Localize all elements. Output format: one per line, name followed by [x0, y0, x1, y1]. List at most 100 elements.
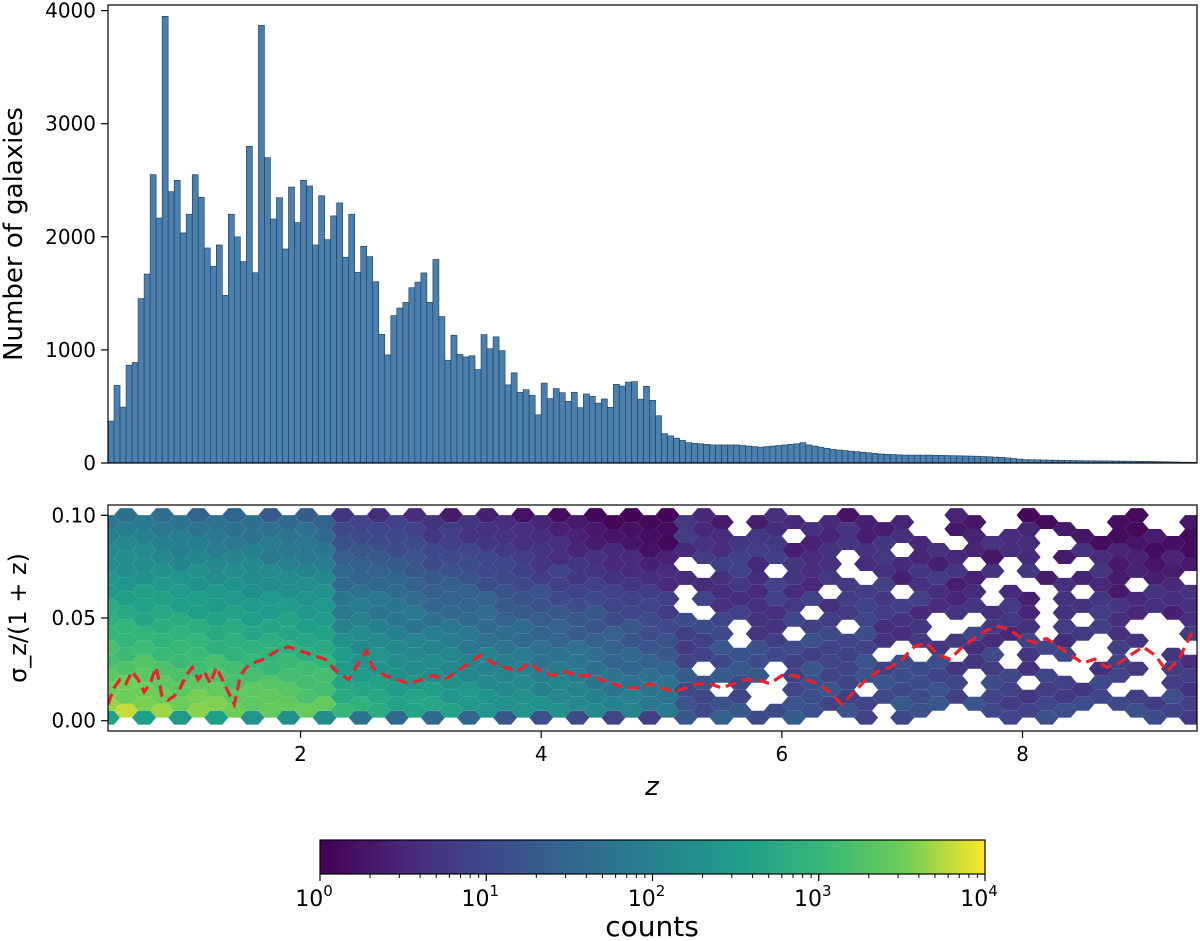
hexbin-cell [836, 605, 861, 620]
histogram-bar [865, 452, 873, 463]
hexbin-cell [926, 571, 951, 585]
hexbin-cell [799, 633, 824, 648]
hexbin-cell [1070, 682, 1095, 697]
colorbar-tick-label: 101 [461, 882, 499, 912]
hexbin-cell [1124, 591, 1149, 606]
hexbin-cell [457, 682, 481, 697]
hexbin-cell [763, 577, 788, 592]
hexbin-cell [366, 522, 391, 536]
hexbin-cell [475, 647, 500, 662]
hexbin-cell [890, 612, 915, 627]
hexbin-cell [511, 508, 536, 523]
hexbin-cell [529, 598, 554, 613]
hexbin-cell [854, 640, 879, 655]
histogram-bar [360, 245, 368, 463]
hexbin-cell [565, 612, 590, 627]
hexbin-cell [132, 696, 157, 711]
hexbin-cell [168, 626, 193, 641]
hexbin-cell [493, 584, 518, 599]
hexbin-cell [818, 612, 842, 627]
hexbin-cell [222, 536, 247, 550]
histogram-bar [438, 316, 446, 463]
hexbin-cell [926, 640, 951, 655]
hexbin-cell [908, 591, 933, 606]
hexbin-cell [1106, 584, 1131, 599]
hexbin-cell [438, 661, 463, 676]
hexbin-cell [384, 584, 409, 599]
hexbin-cell [1160, 675, 1185, 690]
hexbin-cell [186, 633, 211, 648]
hexbin-cell [132, 598, 157, 613]
histogram-bar [155, 217, 163, 463]
hexbin-cell [150, 522, 175, 536]
hexbin-cell [1016, 536, 1041, 550]
hexbin-cell [619, 675, 644, 690]
hexbin-cell [1016, 508, 1041, 523]
hexbin-cell [348, 626, 373, 641]
hexbin-cell [114, 633, 139, 648]
hexbin-cell [980, 689, 1005, 704]
hexbin-cell [1160, 591, 1185, 606]
hexbin-cell [583, 508, 608, 523]
hexbin-cell [186, 675, 211, 690]
hexbin-cell [818, 640, 842, 655]
hexbin-cell [998, 543, 1023, 557]
hexbin-cell [1124, 689, 1149, 704]
hexbin-cell [908, 550, 933, 564]
histogram-bar [282, 248, 289, 463]
hexbin-cell [114, 703, 139, 718]
hexbin-cell [384, 640, 409, 655]
histogram-bar [396, 307, 404, 463]
hexbin-cell [619, 689, 644, 704]
hexbin-cell [799, 647, 824, 662]
hexbin-cell [655, 689, 680, 704]
hexbin-cell [944, 508, 969, 523]
hexbin-cell [420, 626, 445, 641]
hexbin-cell [998, 668, 1023, 683]
hexbin-cell [330, 619, 355, 634]
hexbin-cell [366, 508, 391, 523]
hexbin-cell [565, 696, 590, 711]
hexbin-cell [330, 647, 355, 662]
hexbin-cell [132, 584, 157, 599]
hexbin-cell [114, 508, 139, 523]
hexbin-cell [168, 515, 193, 529]
histogram-bar [474, 369, 482, 463]
histogram-bar [691, 442, 698, 463]
hexbin-cell [980, 605, 1005, 620]
hexbin-cell [222, 564, 247, 578]
hexbin-cell [402, 550, 427, 564]
hexbin-cell [150, 591, 175, 606]
histogram-bar [937, 455, 945, 463]
hexbin-cell [348, 612, 373, 627]
hexbin-cell [420, 529, 445, 543]
hexbin-cell [944, 591, 969, 606]
hexbin-cell [818, 626, 842, 641]
hexbin-cell [673, 612, 698, 627]
hexbin-cell [258, 577, 283, 592]
hexbin-cell [836, 647, 861, 662]
hexbin-cell [475, 619, 500, 634]
hexbin-cell [384, 626, 409, 641]
histogram-bar [564, 401, 572, 463]
hexbin-cell [908, 703, 933, 718]
hexbin-cell [601, 584, 626, 599]
hexbin-cell [1070, 696, 1095, 711]
histogram-bar [312, 244, 319, 463]
hexbin-cell [763, 605, 788, 620]
histogram-bar [216, 244, 223, 463]
hexbin-cell [1016, 689, 1041, 704]
hexbin-cell [438, 564, 463, 578]
hexbin-cell [168, 571, 193, 585]
hexbin-cell [402, 591, 427, 606]
hexbin-cell [294, 522, 319, 536]
hexbin-cell [1052, 675, 1077, 690]
hexbin-cell [1106, 612, 1131, 627]
histogram-bar [203, 247, 211, 463]
hexbin-cell [547, 591, 572, 606]
hexbin-cell [583, 536, 608, 550]
hexbin-cell [384, 598, 409, 613]
hexbin-cell [655, 564, 680, 578]
hexbin-cell [799, 619, 824, 634]
hexbin-cell [150, 647, 175, 662]
